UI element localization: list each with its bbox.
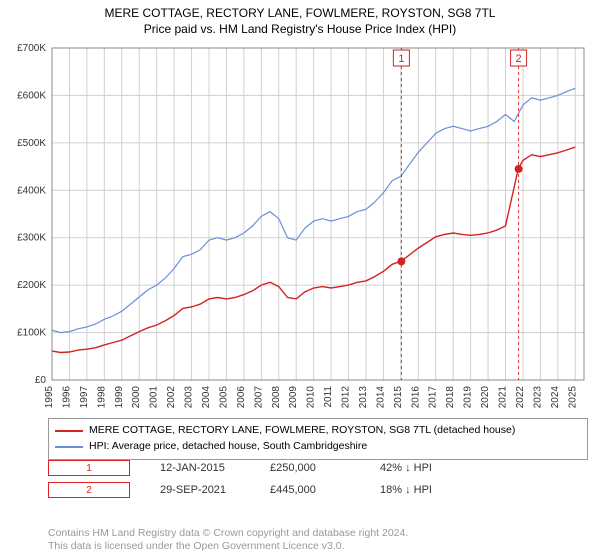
- sale-date-2: 29-SEP-2021: [160, 484, 240, 496]
- svg-text:1998: 1998: [96, 386, 107, 409]
- svg-text:£100K: £100K: [17, 328, 46, 339]
- chart-title-line2: Price paid vs. HM Land Registry's House …: [0, 22, 600, 36]
- sale-diff-2: 18% ↓ HPI: [380, 484, 460, 496]
- sale-marker-2: 2: [48, 482, 130, 498]
- legend-row-hpi: HPI: Average price, detached house, Sout…: [55, 439, 581, 455]
- svg-text:2007: 2007: [253, 386, 264, 409]
- legend-swatch-hpi: [55, 446, 83, 448]
- svg-text:2025: 2025: [567, 386, 578, 409]
- svg-text:£400K: £400K: [17, 185, 46, 196]
- svg-text:2014: 2014: [375, 386, 386, 409]
- svg-text:2020: 2020: [480, 386, 491, 409]
- svg-text:2016: 2016: [410, 386, 421, 409]
- attribution-block: Contains HM Land Registry data © Crown c…: [48, 527, 588, 554]
- svg-text:£200K: £200K: [17, 280, 46, 291]
- svg-text:2024: 2024: [550, 386, 561, 409]
- chart-area: £0£100K£200K£300K£400K£500K£600K£700K199…: [48, 44, 588, 414]
- svg-text:2023: 2023: [532, 386, 543, 409]
- legend-label-property: MERE COTTAGE, RECTORY LANE, FOWLMERE, RO…: [89, 423, 515, 439]
- svg-text:£700K: £700K: [17, 43, 46, 54]
- svg-text:£300K: £300K: [17, 233, 46, 244]
- attribution-line2: This data is licensed under the Open Gov…: [48, 540, 588, 554]
- svg-text:2013: 2013: [358, 386, 369, 409]
- svg-text:2015: 2015: [393, 386, 404, 409]
- svg-text:2010: 2010: [306, 386, 317, 409]
- svg-text:2002: 2002: [166, 386, 177, 409]
- chart-title-line1: MERE COTTAGE, RECTORY LANE, FOWLMERE, RO…: [0, 6, 600, 20]
- svg-text:2018: 2018: [445, 386, 456, 409]
- legend-box: MERE COTTAGE, RECTORY LANE, FOWLMERE, RO…: [48, 418, 588, 460]
- sale-row-1: 1 12-JAN-2015 £250,000 42% ↓ HPI: [48, 460, 588, 476]
- legend-row-property: MERE COTTAGE, RECTORY LANE, FOWLMERE, RO…: [55, 423, 581, 439]
- svg-text:1997: 1997: [79, 386, 90, 409]
- sale-price-2: £445,000: [270, 484, 350, 496]
- svg-text:2019: 2019: [463, 386, 474, 409]
- svg-text:1999: 1999: [114, 386, 125, 409]
- svg-text:2021: 2021: [498, 386, 509, 409]
- legend-label-hpi: HPI: Average price, detached house, Sout…: [89, 439, 367, 455]
- svg-text:2008: 2008: [271, 386, 282, 409]
- sale-diff-1: 42% ↓ HPI: [380, 462, 460, 474]
- svg-text:2012: 2012: [341, 386, 352, 409]
- svg-text:1: 1: [398, 53, 404, 65]
- svg-text:£500K: £500K: [17, 138, 46, 149]
- svg-text:2004: 2004: [201, 386, 212, 409]
- svg-text:2022: 2022: [515, 386, 526, 409]
- sales-block: 1 12-JAN-2015 £250,000 42% ↓ HPI 2 29-SE…: [48, 460, 588, 504]
- svg-text:2009: 2009: [288, 386, 299, 409]
- chart-title-block: MERE COTTAGE, RECTORY LANE, FOWLMERE, RO…: [0, 0, 600, 36]
- svg-text:£600K: £600K: [17, 90, 46, 101]
- svg-text:1996: 1996: [61, 386, 72, 409]
- svg-text:2001: 2001: [149, 386, 160, 409]
- sale-date-1: 12-JAN-2015: [160, 462, 240, 474]
- sale-price-1: £250,000: [270, 462, 350, 474]
- svg-text:2017: 2017: [428, 386, 439, 409]
- svg-text:2005: 2005: [218, 386, 229, 409]
- svg-text:1995: 1995: [44, 386, 55, 409]
- line-chart-svg: £0£100K£200K£300K£400K£500K£600K£700K199…: [48, 44, 588, 414]
- svg-text:2006: 2006: [236, 386, 247, 409]
- sale-marker-1: 1: [48, 460, 130, 476]
- attribution-line1: Contains HM Land Registry data © Crown c…: [48, 527, 588, 541]
- svg-text:£0: £0: [35, 375, 47, 386]
- svg-text:2011: 2011: [323, 386, 334, 408]
- svg-text:2000: 2000: [131, 386, 142, 409]
- legend-swatch-property: [55, 430, 83, 432]
- sale-row-2: 2 29-SEP-2021 £445,000 18% ↓ HPI: [48, 482, 588, 498]
- svg-text:2003: 2003: [184, 386, 195, 409]
- svg-text:2: 2: [516, 53, 522, 65]
